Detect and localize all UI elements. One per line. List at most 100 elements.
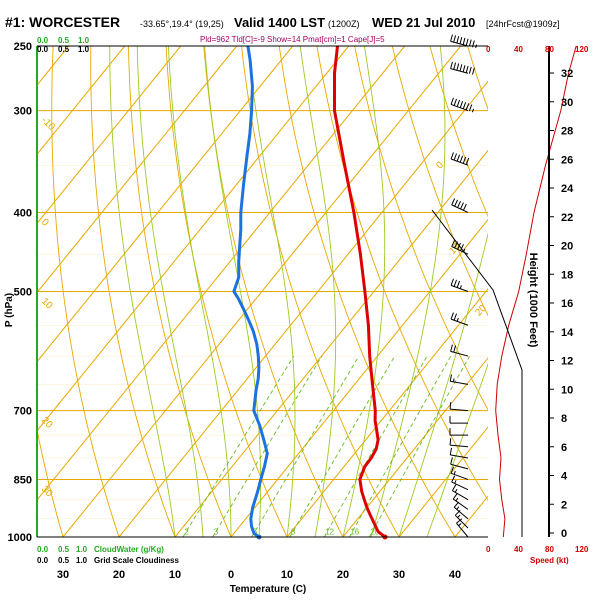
height-tick-label: 4 [561, 471, 568, 483]
dewpoint-profile-line [232, 45, 269, 539]
pressure-tick-label: 700 [14, 406, 32, 418]
temperature-tick-label: 10 [281, 569, 293, 581]
moist-adiabat-line [342, 46, 386, 537]
height-tick-label: 2 [561, 499, 567, 511]
height-tick-label: 30 [561, 97, 573, 109]
wind-barb [450, 344, 469, 357]
adiabat-label: 30 [501, 355, 517, 371]
moist-adiabat-line [370, 46, 446, 537]
mixing-ratio-line [323, 355, 428, 537]
valid-time: Valid 1400 LST [234, 15, 325, 30]
top-black-tick: 0.0 [37, 45, 49, 54]
height-tick-label: 24 [561, 183, 574, 195]
dry-adiabat-line [90, 46, 176, 537]
cloudiness-label: Grid Scale Cloudiness [94, 556, 179, 565]
mixing-ratio-line [182, 355, 295, 537]
sounding-profiles [232, 34, 577, 540]
pressure-tick-label: 400 [14, 207, 32, 219]
height-tick-label: 32 [561, 68, 573, 80]
height-tick-label: 12 [561, 356, 573, 368]
station-coords: -33.65°,19.4° (19,25) [140, 19, 224, 29]
isotherm-label: 20 [39, 415, 55, 431]
dry-adiabat-line [51, 46, 120, 537]
speed-tick-top: 80 [545, 45, 554, 54]
wind-speed-profile-line [495, 45, 577, 538]
cloudwater-label: CloudWater (g/Kg) [94, 545, 164, 554]
dry-adiabat-line [278, 46, 456, 537]
mixing-ratio-line [349, 355, 452, 537]
temperature-tick-label: 0 [228, 569, 234, 581]
dry-adiabat-line [505, 46, 600, 537]
wind-barb [449, 402, 469, 412]
top-green-tick: 1.0 [78, 36, 90, 45]
temperature-tick-label: 30 [393, 569, 405, 581]
isotherm-line [37, 46, 182, 225]
station-name: #1: WORCESTER [5, 14, 120, 30]
cloudiness-tick: 0.0 [37, 556, 49, 565]
temperature-tick-label: 20 [337, 569, 349, 581]
moist-adiabat-line [204, 46, 262, 537]
height-tick-label: 6 [561, 442, 567, 454]
mixing-ratio-label: 2 [184, 528, 189, 537]
speed-tick-bottom: 120 [575, 545, 589, 554]
temperature-tick-label: 40 [449, 569, 461, 581]
moist-adiabat-line [136, 46, 204, 537]
height-tick-label: 26 [561, 154, 573, 166]
dry-adiabat-line [581, 46, 600, 537]
speed-tick-top: 120 [575, 45, 589, 54]
pressure-tick-label: 500 [14, 287, 32, 299]
wind-speed-label: Speed (kt) [530, 556, 569, 565]
moist-adiabat-line [167, 46, 232, 537]
isotherm-line [37, 46, 350, 432]
isotherm-line [37, 46, 126, 156]
isotherm-line [398, 426, 488, 537]
cloudiness-tick: 1.0 [76, 556, 88, 565]
stability-indices: Pld=962 Tld[C]=-9 Show=14 Pmat[cm]=1 Cap… [200, 35, 385, 44]
wind-barb [456, 518, 469, 538]
mixing-ratio-label: 8 [291, 528, 296, 537]
moist-adiabat-line [299, 46, 337, 537]
dry-adiabat-line [128, 46, 232, 537]
top-green-tick: 0.5 [58, 36, 70, 45]
chart-header: #1: WORCESTER -33.65°,19.4° (19,25) Vali… [5, 14, 560, 44]
wind-barb [450, 152, 470, 166]
temperature-tick-label: 10 [169, 569, 181, 581]
wind-barb [449, 447, 469, 459]
pressure-tick-label: 250 [14, 41, 32, 53]
temperature-profile-line [333, 45, 386, 539]
top-black-tick: 1.0 [78, 45, 90, 54]
wind-barb [450, 61, 475, 75]
adiabat-label: 20 [473, 303, 489, 319]
cloudwater-tick: 0.0 [37, 545, 49, 554]
isotherm-line [511, 46, 600, 537]
height-tick-label: 0 [561, 528, 567, 540]
wind-barb [450, 97, 475, 113]
isotherm-line [0, 46, 13, 537]
bottom-cloud-scales: 0.0 0.5 1.0 CloudWater (g/Kg) 0.0 0.5 1.… [37, 545, 179, 565]
pressure-tick-label: 1000 [8, 532, 32, 544]
dry-adiabat-line [354, 46, 488, 411]
isotherm-line [118, 80, 488, 537]
speed-tick-top: 0 [486, 45, 491, 54]
pressure-tick-label: 300 [14, 106, 32, 118]
mixing-ratio-label: 20 [370, 528, 379, 537]
speed-tick-bottom: 0 [486, 545, 491, 554]
dry-adiabat-line [165, 46, 288, 537]
top-cloud-ticks: 0.0 0.5 1.0 0.0 0.5 1.0 [37, 36, 90, 54]
mixing-ratio-label: 3 [214, 528, 219, 537]
height-tick-label: 28 [561, 126, 573, 138]
cloudwater-tick: 0.5 [58, 545, 70, 554]
speed-tick-bottom: 80 [545, 545, 554, 554]
wind-barb [451, 475, 469, 491]
wind-barb [452, 493, 469, 510]
speed-tick-bottom: 40 [514, 545, 523, 554]
wind-barb [451, 198, 469, 213]
height-tick-label: 8 [561, 413, 567, 425]
mixing-ratio-line [289, 355, 396, 537]
height-tick-label: 14 [561, 327, 574, 339]
wind-barb [449, 416, 468, 424]
isotherm-label: -10 [39, 115, 57, 133]
